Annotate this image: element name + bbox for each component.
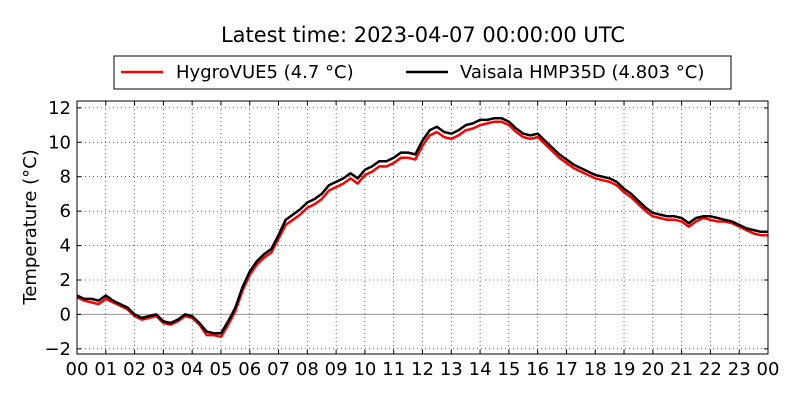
series-lines — [76, 116, 768, 339]
x-tick-label: 16 — [526, 359, 549, 380]
x-tick-label: 15 — [497, 359, 520, 380]
x-tick-label: 17 — [555, 359, 578, 380]
x-tick-label: 09 — [325, 359, 348, 380]
x-tick-label: 13 — [440, 359, 463, 380]
y-tick-label: 4 — [60, 236, 71, 257]
y-tick-label: 10 — [48, 132, 71, 153]
x-tick-label: 23 — [728, 359, 751, 380]
x-tick-label: 08 — [296, 359, 319, 380]
x-tick-label: 21 — [670, 359, 693, 380]
y-tick-label: 8 — [60, 167, 71, 188]
y-tick-label: 2 — [60, 270, 71, 291]
legend-label-vaisala: Vaisala HMP35D (4.803 °C) — [460, 62, 704, 83]
x-tick-label: 14 — [469, 359, 492, 380]
plot-area-frame — [76, 100, 769, 355]
x-tick-label: 03 — [152, 359, 175, 380]
x-tick-label: 02 — [123, 359, 146, 380]
y-tick-label: 6 — [60, 201, 71, 222]
x-tick-label: 05 — [210, 359, 233, 380]
series-line-1 — [76, 116, 768, 335]
y-tick-label: 12 — [48, 98, 71, 119]
x-tick-label: 20 — [641, 359, 664, 380]
x-tick-label: 19 — [613, 359, 636, 380]
axis-ticks: 00 01 02 03 04 05 06 07 08 09 10 11 12 13 14 15 16 17 18 19… — [44, 98, 779, 380]
x-tick-label: 22 — [699, 359, 722, 380]
x-tick-label: 18 — [584, 359, 607, 380]
x-tick-label: 10 — [353, 359, 376, 380]
x-tick-label: 00 — [66, 359, 89, 380]
y-axis-label: Temperature (°C) — [20, 149, 41, 305]
x-tick-label: 12 — [411, 359, 434, 380]
x-tick-label: 07 — [267, 359, 290, 380]
y-tick-label: 0 — [60, 304, 71, 325]
legend-label-hygrovue5: HygroVUE5 (4.7 °C) — [176, 62, 354, 83]
series-line-0 — [76, 120, 768, 339]
x-tick-label: 06 — [238, 359, 261, 380]
x-tick-label: 01 — [94, 359, 117, 380]
y-tick-label: −2 — [44, 339, 71, 360]
x-tick-label: 04 — [181, 359, 204, 380]
x-tick-label: 11 — [382, 359, 405, 380]
chart-title: Latest time: 2023-04-07 00:00:00 UTC — [221, 23, 625, 47]
x-tick-label: 00 — [757, 359, 780, 380]
legend: HygroVUE5 (4.7 °C) Vaisala HMP35D (4.803… — [113, 55, 732, 90]
